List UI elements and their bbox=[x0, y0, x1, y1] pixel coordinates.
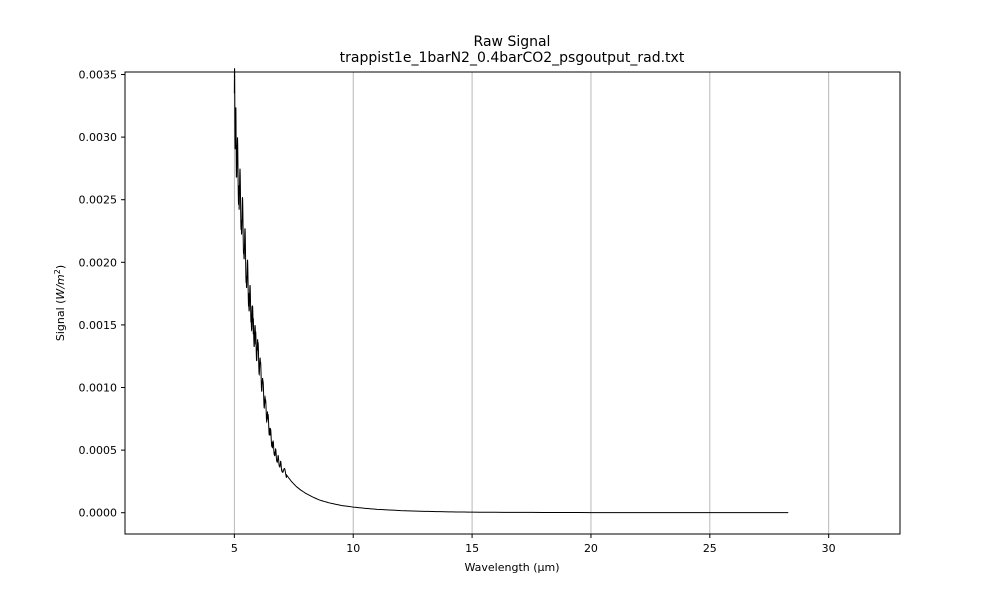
y-axis-label-unit: W/m bbox=[54, 274, 67, 299]
grid bbox=[233, 72, 830, 534]
chart-title: Raw Signal bbox=[474, 34, 551, 50]
y-tick-label: 0.0030 bbox=[79, 131, 118, 144]
y-axis-label: Signal (W/m2) bbox=[53, 265, 68, 341]
x-tick-label: 10 bbox=[346, 542, 360, 555]
y-tick-label: 0.0015 bbox=[79, 319, 118, 332]
x-tick-label: 30 bbox=[822, 542, 836, 555]
y-tick-label: 0.0025 bbox=[79, 194, 118, 207]
y-axis-label-close: ) bbox=[54, 265, 67, 269]
y-tick-label: 0.0010 bbox=[79, 382, 118, 395]
y-tick-label: 0.0005 bbox=[79, 444, 118, 457]
x-axis-label: Wavelength (μm) bbox=[464, 561, 559, 574]
x-tick-label: 5 bbox=[231, 542, 238, 555]
y-tick-label: 0.0035 bbox=[79, 69, 118, 82]
x-tick-label: 20 bbox=[584, 542, 598, 555]
y-axis-label-exponent: 2 bbox=[53, 269, 62, 274]
plot-frame bbox=[124, 71, 901, 535]
series-layer bbox=[233, 68, 789, 514]
x-axis: 5 10 15 20 25 30 bbox=[231, 534, 836, 555]
y-tick-label: 0.0000 bbox=[79, 507, 118, 520]
series-line bbox=[233, 68, 789, 514]
chart-subtitle: trappist1e_1barN2_0.4barCO2_psgoutput_ra… bbox=[340, 50, 685, 66]
y-tick-label: 0.0020 bbox=[79, 256, 118, 269]
y-axis: 0.0000 0.0005 0.0010 0.0015 0.0020 0.0025 0.00… bbox=[79, 69, 125, 520]
x-tick-label: 25 bbox=[703, 542, 717, 555]
x-tick-label: 15 bbox=[465, 542, 479, 555]
y-axis-label-text: Signal ( bbox=[54, 300, 67, 342]
